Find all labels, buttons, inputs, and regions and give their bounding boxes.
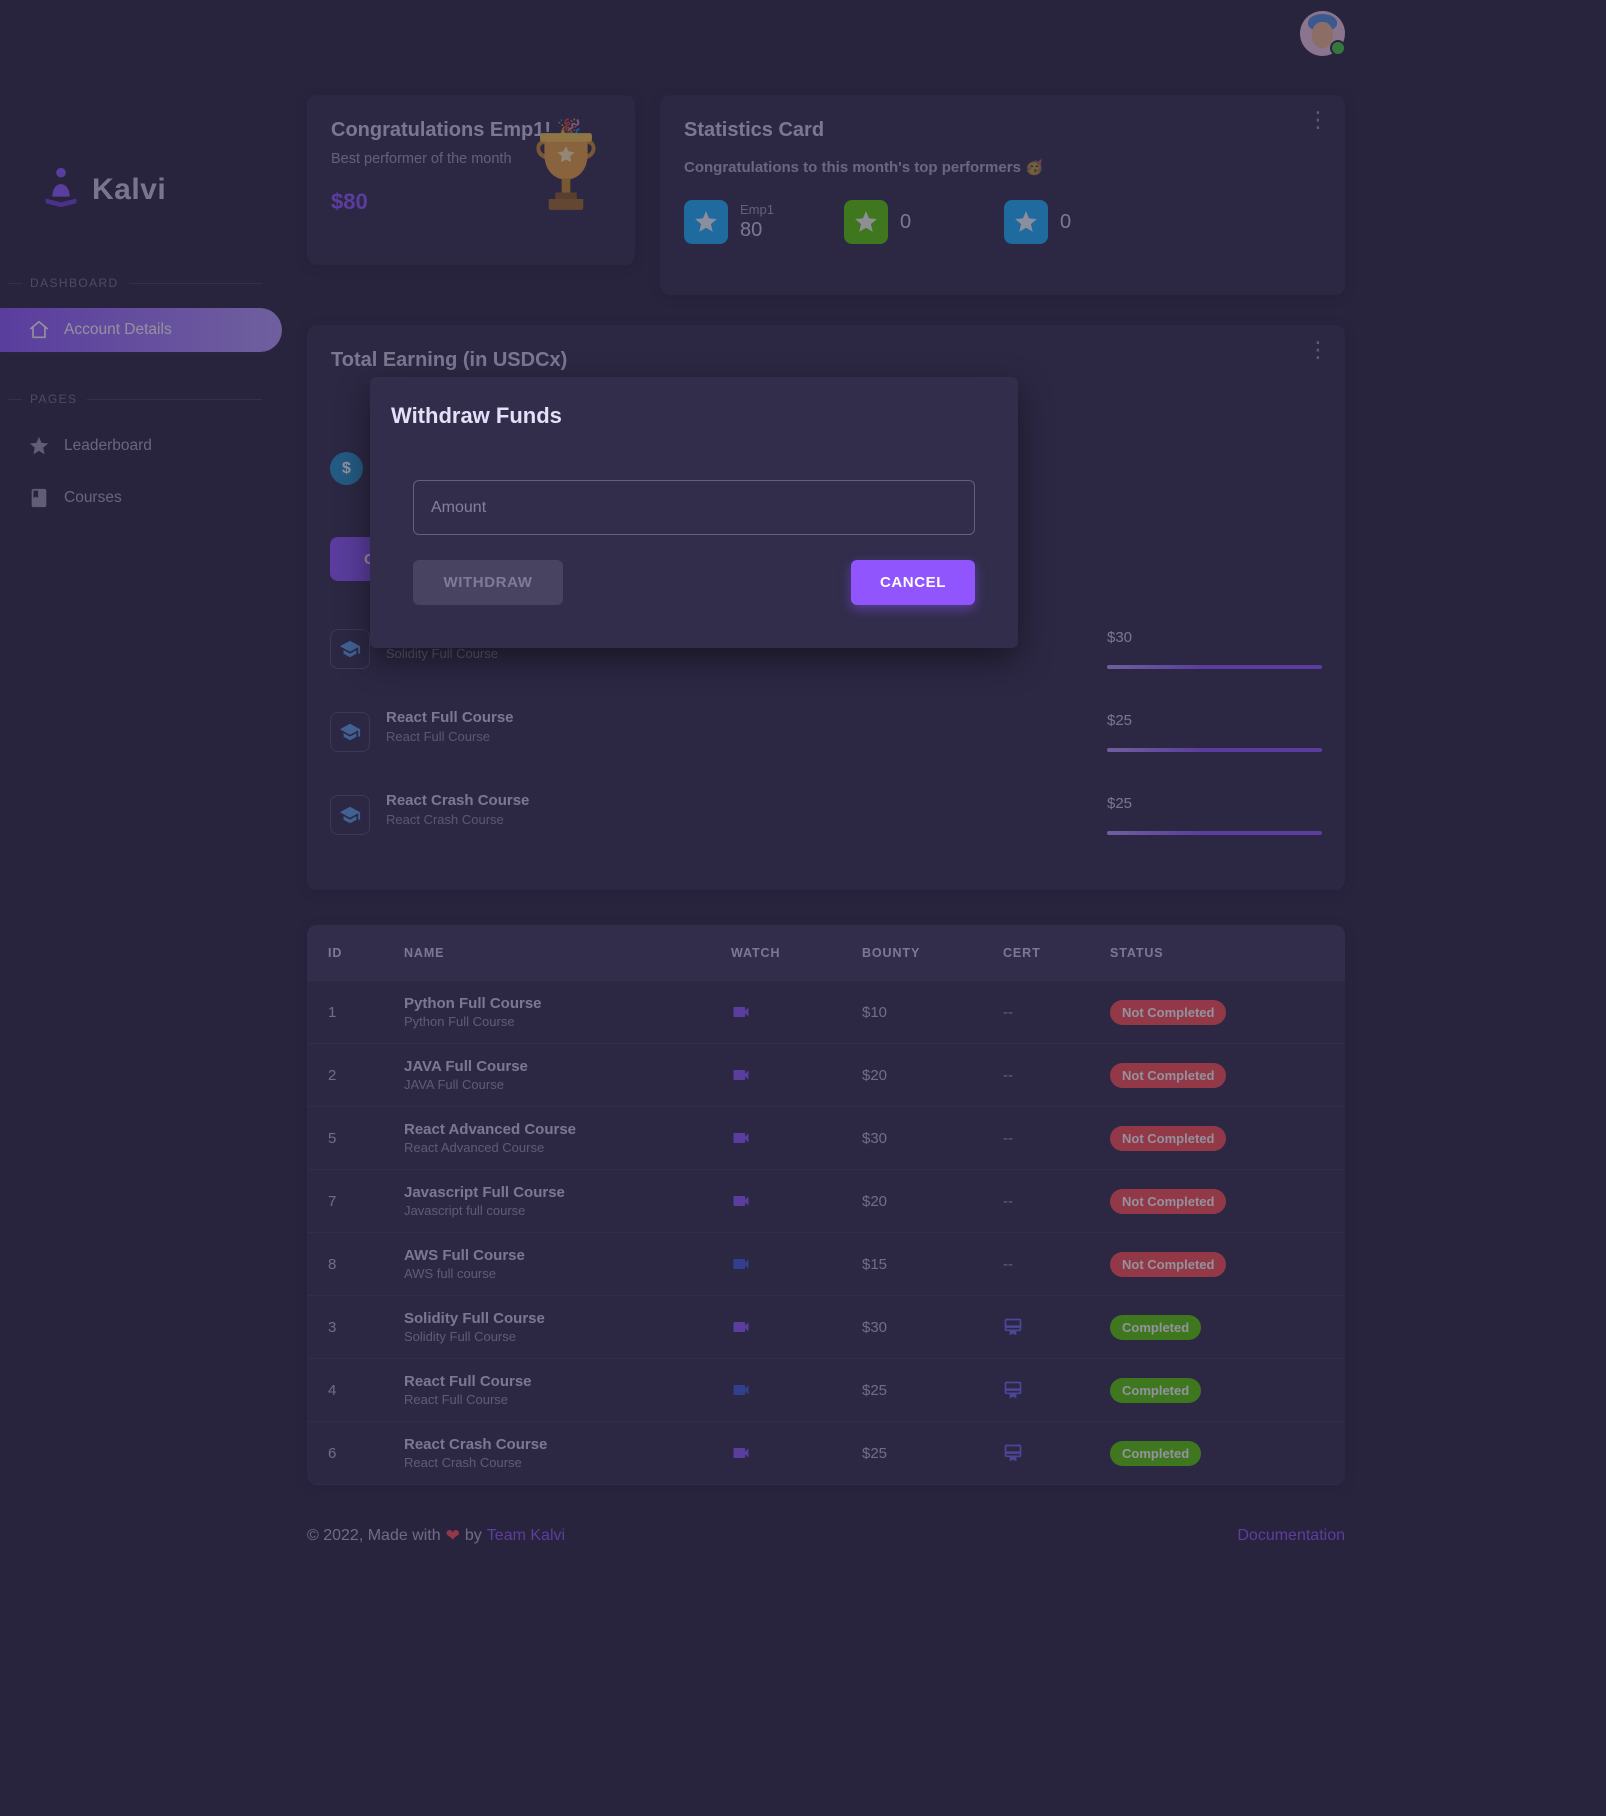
withdraw-funds-modal: Withdraw Funds WITHDRAW CANCEL [370,377,1018,648]
cancel-button[interactable]: CANCEL [851,560,975,605]
amount-input[interactable] [413,480,975,535]
modal-title: Withdraw Funds [391,403,562,428]
withdraw-button[interactable]: WITHDRAW [413,560,563,605]
